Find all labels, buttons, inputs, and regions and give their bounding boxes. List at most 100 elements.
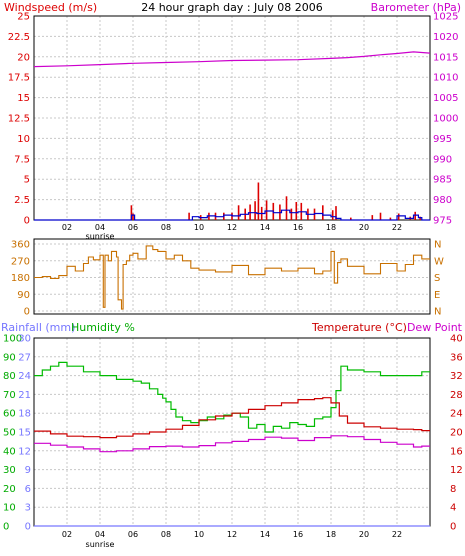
p3-x-tick-08: 08 bbox=[161, 530, 171, 539]
direction-tick-0: 0 bbox=[24, 307, 30, 318]
p3-x-tick-12: 12 bbox=[227, 530, 237, 539]
p1-x-tick-12: 12 bbox=[227, 223, 237, 232]
p1-x-tick-04: 04 bbox=[95, 223, 105, 232]
p1-x-tick-22: 22 bbox=[392, 223, 402, 232]
humidity-tick-40: 40 bbox=[3, 446, 16, 457]
temperature-tick-16: 16 bbox=[450, 446, 463, 457]
temperature-tick-20: 20 bbox=[450, 428, 463, 439]
temp-humidity-series bbox=[34, 361, 430, 527]
windspeed-tick-2.5: 2.5 bbox=[14, 195, 30, 206]
humidity-axis-title: Humidity % bbox=[71, 321, 135, 334]
barometer-tick-975: 975 bbox=[433, 216, 452, 227]
humidity-tick-100: 100 bbox=[3, 334, 22, 345]
p3-x-tick-14: 14 bbox=[260, 530, 270, 539]
compass-tick-2: S bbox=[434, 273, 440, 284]
humidity-tick-60: 60 bbox=[3, 409, 16, 420]
temperature-line bbox=[34, 397, 430, 439]
p3-x-tick-06: 06 bbox=[128, 530, 138, 539]
direction-series bbox=[34, 245, 430, 310]
p3-x-tick-10: 10 bbox=[194, 530, 204, 539]
temperature-tick-28: 28 bbox=[450, 390, 463, 401]
rainfall-tick-27: 27 bbox=[18, 352, 31, 363]
rainfall-tick-18: 18 bbox=[18, 409, 31, 420]
barometer-tick-1000: 1000 bbox=[433, 114, 458, 125]
p1-x-tick-08: 08 bbox=[161, 223, 171, 232]
humidity-tick-50: 50 bbox=[3, 428, 16, 439]
rainfall-tick-12: 12 bbox=[18, 446, 31, 457]
compass-tick-1: E bbox=[434, 290, 440, 301]
temperature-tick-4: 4 bbox=[450, 503, 456, 514]
p1-x-tick-06: 06 bbox=[128, 223, 138, 232]
p3-x-tick-18: 18 bbox=[326, 530, 336, 539]
temperature-tick-24: 24 bbox=[450, 409, 463, 420]
humidity-line bbox=[34, 361, 430, 433]
humidity-tick-0: 0 bbox=[3, 522, 9, 533]
humidity-tick-90: 90 bbox=[3, 352, 16, 363]
rainfall-tick-9: 9 bbox=[25, 465, 31, 476]
barometer-tick-1025: 1025 bbox=[433, 12, 458, 23]
rainfall-tick-3: 3 bbox=[25, 503, 31, 514]
windspeed-tick-12.5: 12.5 bbox=[8, 114, 30, 125]
barometer-tick-1005: 1005 bbox=[433, 93, 458, 104]
p3-x-tick-16: 16 bbox=[293, 530, 303, 539]
p3-x-tick-20: 20 bbox=[359, 530, 369, 539]
temperature-tick-36: 36 bbox=[450, 352, 463, 363]
temperature-tick-8: 8 bbox=[450, 484, 456, 495]
temp-humidity-axes: 0102030405060708090100036912151821242730… bbox=[3, 334, 463, 540]
windspeed-tick-5: 5 bbox=[24, 175, 30, 186]
p3-x-tick-22: 22 bbox=[392, 530, 402, 539]
windspeed-tick-20: 20 bbox=[17, 52, 30, 63]
windspeed-tick-15: 15 bbox=[17, 93, 30, 104]
p1-x-tick-02: 02 bbox=[62, 223, 72, 232]
p1-x-tick-14: 14 bbox=[260, 223, 270, 232]
rainfall-tick-6: 6 bbox=[25, 484, 31, 495]
barometer-tick-1020: 1020 bbox=[433, 32, 458, 43]
sunrise-label-bottom: sunrise bbox=[86, 540, 115, 549]
compass-tick-0: N bbox=[434, 307, 441, 318]
humidity-tick-70: 70 bbox=[3, 390, 16, 401]
temperature-tick-40: 40 bbox=[450, 334, 463, 345]
direction-tick-360: 360 bbox=[11, 240, 30, 251]
compass-tick-4: N bbox=[434, 240, 441, 251]
temp-humidity-grid bbox=[34, 338, 430, 526]
wind-baro-grid bbox=[34, 16, 430, 220]
p1-x-tick-18: 18 bbox=[326, 223, 336, 232]
direction-frame bbox=[33, 238, 431, 315]
windspeed-line bbox=[34, 209, 430, 221]
barometer-tick-980: 980 bbox=[433, 195, 452, 206]
direction-line bbox=[34, 245, 430, 310]
barometer-line bbox=[33, 51, 431, 68]
humidity-tick-80: 80 bbox=[3, 371, 16, 382]
windspeed-tick-17.5: 17.5 bbox=[8, 73, 30, 84]
barometer-tick-985: 985 bbox=[433, 175, 452, 186]
rainfall-tick-15: 15 bbox=[18, 428, 31, 439]
windspeed-tick-25: 25 bbox=[17, 12, 30, 23]
sunrise-label: sunrise bbox=[86, 232, 115, 241]
p3-x-tick-04: 04 bbox=[95, 530, 105, 539]
rainfall-tick-0: 0 bbox=[25, 522, 31, 533]
barometer-tick-1010: 1010 bbox=[433, 73, 458, 84]
p1-x-tick-20: 20 bbox=[359, 223, 369, 232]
wind-baro-series bbox=[33, 51, 431, 221]
chart-title: 24 hour graph day : July 08 2006 bbox=[141, 1, 323, 14]
p1-x-tick-10: 10 bbox=[194, 223, 204, 232]
temperature-tick-12: 12 bbox=[450, 465, 463, 476]
humidity-tick-10: 10 bbox=[3, 503, 16, 514]
dewpoint-line bbox=[34, 435, 430, 453]
barometer-tick-990: 990 bbox=[433, 154, 452, 165]
humidity-tick-20: 20 bbox=[3, 484, 16, 495]
p1-x-tick-16: 16 bbox=[293, 223, 303, 232]
windspeed-tick-22.5: 22.5 bbox=[8, 32, 30, 43]
rainfall-tick-24: 24 bbox=[18, 371, 31, 382]
direction-tick-180: 180 bbox=[11, 273, 30, 284]
temperature-tick-32: 32 bbox=[450, 371, 463, 382]
windspeed-tick-0: 0 bbox=[24, 216, 30, 227]
windspeed-axis-title: Windspeed (m/s) bbox=[4, 1, 97, 14]
windspeed-tick-10: 10 bbox=[17, 134, 30, 145]
barometer-tick-995: 995 bbox=[433, 134, 452, 145]
humidity-tick-30: 30 bbox=[3, 465, 16, 476]
compass-tick-3: W bbox=[434, 256, 444, 267]
windspeed-tick-7.5: 7.5 bbox=[14, 154, 30, 165]
temperature-tick-0: 0 bbox=[450, 522, 456, 533]
